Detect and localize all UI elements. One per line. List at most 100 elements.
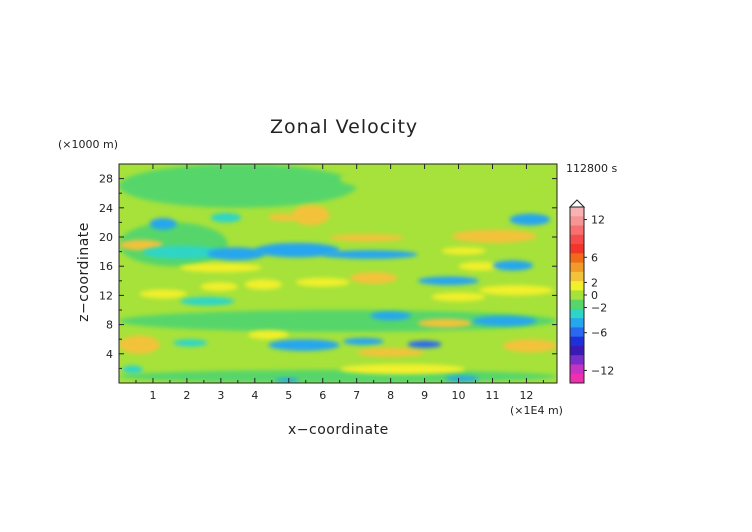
colorbar-swatch	[570, 253, 584, 263]
x-tick-label: 3	[217, 389, 224, 402]
colorbar-tick-label: 6	[591, 251, 598, 264]
velocity-patch	[431, 292, 486, 302]
colorbar-tick-label: −6	[591, 327, 607, 340]
y-tick-label: 4	[106, 348, 113, 361]
velocity-patch	[275, 377, 299, 383]
x-tick-label: 7	[353, 389, 360, 402]
x-tick-label: 2	[183, 389, 190, 402]
velocity-patch	[339, 364, 466, 375]
velocity-patch	[478, 285, 554, 296]
velocity-patch	[142, 245, 221, 259]
velocity-patch	[441, 247, 486, 255]
x-tick-label: 12	[519, 389, 533, 402]
colorbar-swatch	[570, 271, 584, 282]
chart-title: Zonal Velocity	[270, 116, 419, 138]
velocity-patch	[295, 277, 350, 287]
colorbar-swatch	[570, 308, 584, 319]
velocity-patch	[472, 315, 537, 327]
x-tick-label: 5	[285, 389, 292, 402]
velocity-patch	[173, 339, 208, 347]
colorbar-swatch	[570, 355, 584, 365]
velocity-patch	[119, 335, 160, 354]
velocity-patch	[248, 330, 289, 340]
velocity-patch	[268, 339, 340, 351]
velocity-patch	[119, 164, 357, 208]
velocity-patch	[254, 242, 340, 258]
colorbar-swatch	[570, 318, 584, 328]
x-tick-label: 9	[421, 389, 428, 402]
x-axis-unit: (×1E4 m)	[510, 404, 563, 417]
velocity-patch	[370, 311, 411, 321]
velocity-patch	[139, 289, 187, 299]
colorbar-swatch	[570, 216, 584, 226]
colorbar-swatch	[570, 225, 584, 236]
y-tick-label: 16	[99, 260, 113, 273]
time-stamp: 112800 s	[566, 162, 618, 175]
colorbar: 12 6 20−2 −6 −12	[568, 199, 614, 384]
velocity-patch	[119, 239, 164, 251]
colorbar-tick-label: 0	[591, 289, 598, 302]
velocity-patch	[509, 213, 551, 226]
plot-frame	[118, 163, 558, 384]
velocity-patch	[119, 369, 557, 383]
colorbar-tick-label: 2	[591, 276, 598, 289]
velocity-patch	[349, 272, 398, 284]
velocity-patch	[417, 318, 473, 328]
velocity-patch	[200, 282, 238, 292]
colorbar-swatch	[570, 262, 584, 273]
velocity-patch	[207, 247, 265, 261]
x-tick-label: 1	[149, 389, 156, 402]
velocity-field	[119, 164, 557, 383]
z-axis-unit: (×1000 m)	[58, 138, 119, 151]
velocity-patch	[180, 263, 262, 273]
velocity-patch	[458, 261, 500, 271]
velocity-patch	[244, 279, 282, 290]
velocity-patch	[292, 204, 330, 226]
colorbar-swatch	[570, 281, 584, 291]
x-tick-label: 10	[452, 389, 466, 402]
velocity-patch	[329, 234, 405, 242]
x-tick-label: 6	[319, 389, 326, 402]
x-tick-label: 8	[387, 389, 394, 402]
y-tick-label: 8	[106, 319, 113, 332]
colorbar-swatch	[570, 290, 584, 301]
y-axis-ticks: 4 8 12 16 20 24 28	[99, 173, 557, 369]
colorbar-swatch	[570, 234, 584, 245]
colorbar-swatch	[570, 327, 584, 338]
y-tick-label: 28	[99, 173, 113, 186]
colorbar-swatch	[570, 345, 584, 356]
colorbar-tick-label: −12	[591, 364, 614, 377]
velocity-patch	[343, 337, 384, 346]
velocity-patch	[492, 260, 534, 271]
velocity-patch	[451, 229, 537, 243]
velocity-patch	[149, 218, 177, 230]
colorbar-swatch	[570, 299, 584, 310]
velocity-patch	[444, 375, 479, 382]
colorbar-tick-label: 12	[591, 214, 605, 227]
velocity-patch	[210, 212, 242, 223]
colorbar-swatch	[570, 373, 584, 384]
velocity-patch	[268, 213, 299, 221]
colorbar-swatch	[570, 364, 584, 375]
velocity-patch	[356, 347, 425, 357]
x-axis-ticks: 1 2 3 4 5 6 7 8 9 10 11 12	[135, 164, 544, 402]
y-tick-label: 20	[99, 231, 113, 244]
y-tick-label: 12	[99, 289, 113, 302]
colorbar-swatch	[570, 336, 584, 347]
x-axis-label: x−coordinate	[288, 422, 389, 438]
velocity-patch	[122, 365, 143, 374]
colorbar-swatch	[570, 244, 584, 254]
velocity-patch	[417, 276, 479, 286]
velocity-patch	[502, 339, 557, 353]
x-tick-label: 4	[251, 389, 258, 402]
velocity-patch	[322, 250, 418, 259]
velocity-patch	[407, 340, 442, 348]
x-tick-label: 11	[485, 389, 499, 402]
colorbar-swatch	[570, 207, 584, 217]
y-tick-label: 24	[99, 202, 113, 215]
colorbar-extend-arrow	[568, 199, 586, 208]
colorbar-tick-label: −2	[591, 302, 607, 315]
velocity-patch	[180, 296, 235, 306]
velocity-patch	[339, 164, 557, 194]
